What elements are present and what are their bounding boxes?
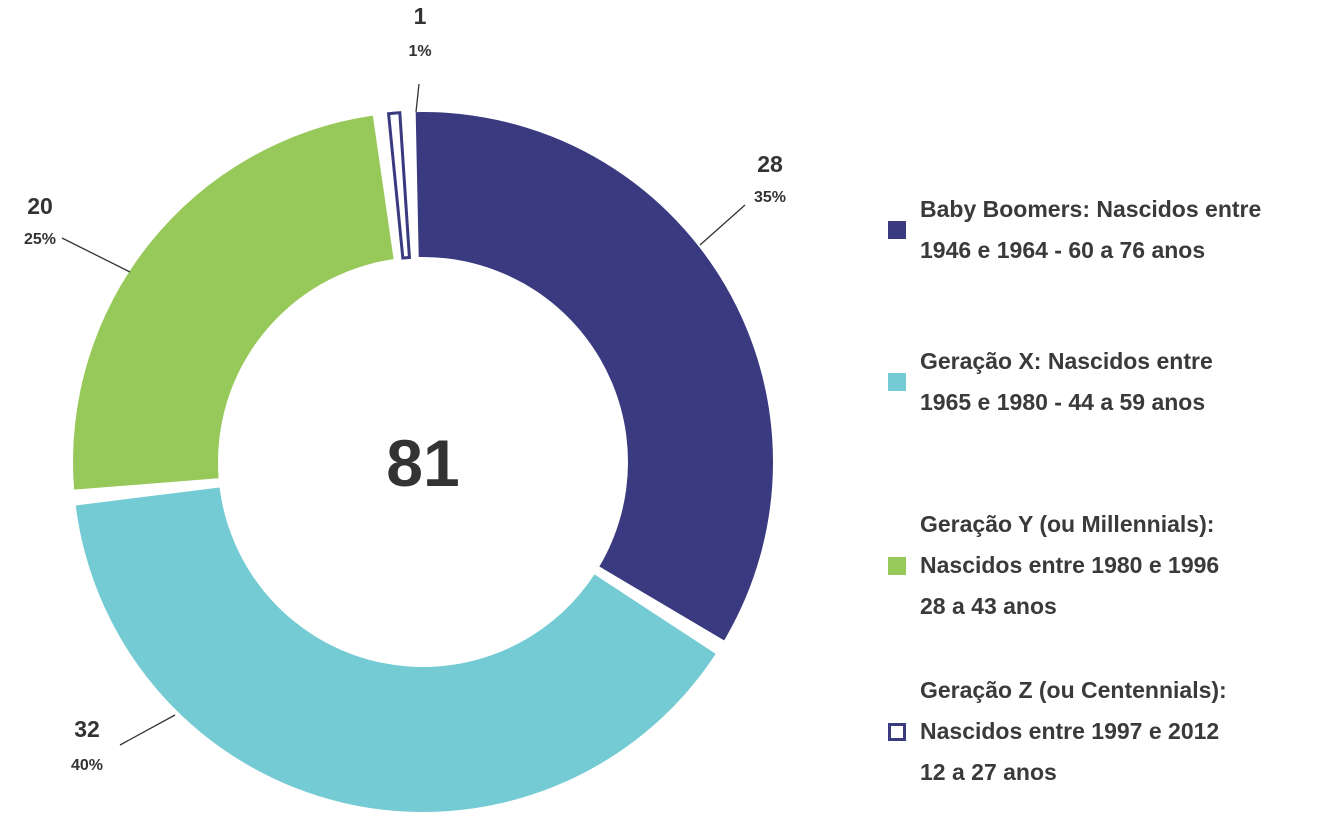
leader-line (119, 714, 176, 746)
percent-label: 25% (24, 231, 56, 248)
legend-swatch (888, 221, 906, 239)
value-label: 32 (74, 716, 100, 742)
legend-label: Geração Z (ou Centennials): Nascidos ent… (920, 677, 1227, 785)
donut-slice (73, 115, 394, 490)
value-label: 28 (757, 151, 783, 177)
leader-line (415, 83, 420, 113)
legend-label: Geração X: Nascidos entre 1965 e 1980 - … (920, 348, 1213, 415)
legend-label: Baby Boomers: Nascidos entre 1946 e 1964… (920, 196, 1262, 263)
legend-item: Baby Boomers: Nascidos entre 1946 e 1964… (888, 189, 1261, 271)
legend-swatch (888, 373, 906, 391)
total-label: 81 (386, 426, 459, 500)
percent-label: 1% (408, 43, 431, 60)
donut-slice (75, 487, 716, 812)
legend-item: Geração Z (ou Centennials): Nascidos ent… (888, 670, 1227, 793)
donut-slice (415, 112, 773, 641)
legend-item: Geração X: Nascidos entre 1965 e 1980 - … (888, 341, 1213, 423)
legend-swatch (888, 556, 906, 575)
legend-item: Geração Y (ou Millennials): Nascidos ent… (888, 504, 1219, 627)
leader-line (699, 204, 746, 246)
value-label: 1 (414, 3, 427, 29)
legend-swatch (888, 722, 906, 741)
percent-label: 40% (71, 757, 103, 774)
legend-label: Geração Y (ou Millennials): Nascidos ent… (920, 511, 1220, 619)
donut-slice (386, 111, 412, 260)
percent-label: 35% (754, 189, 786, 206)
value-label: 20 (27, 193, 53, 219)
leader-line (61, 237, 131, 273)
